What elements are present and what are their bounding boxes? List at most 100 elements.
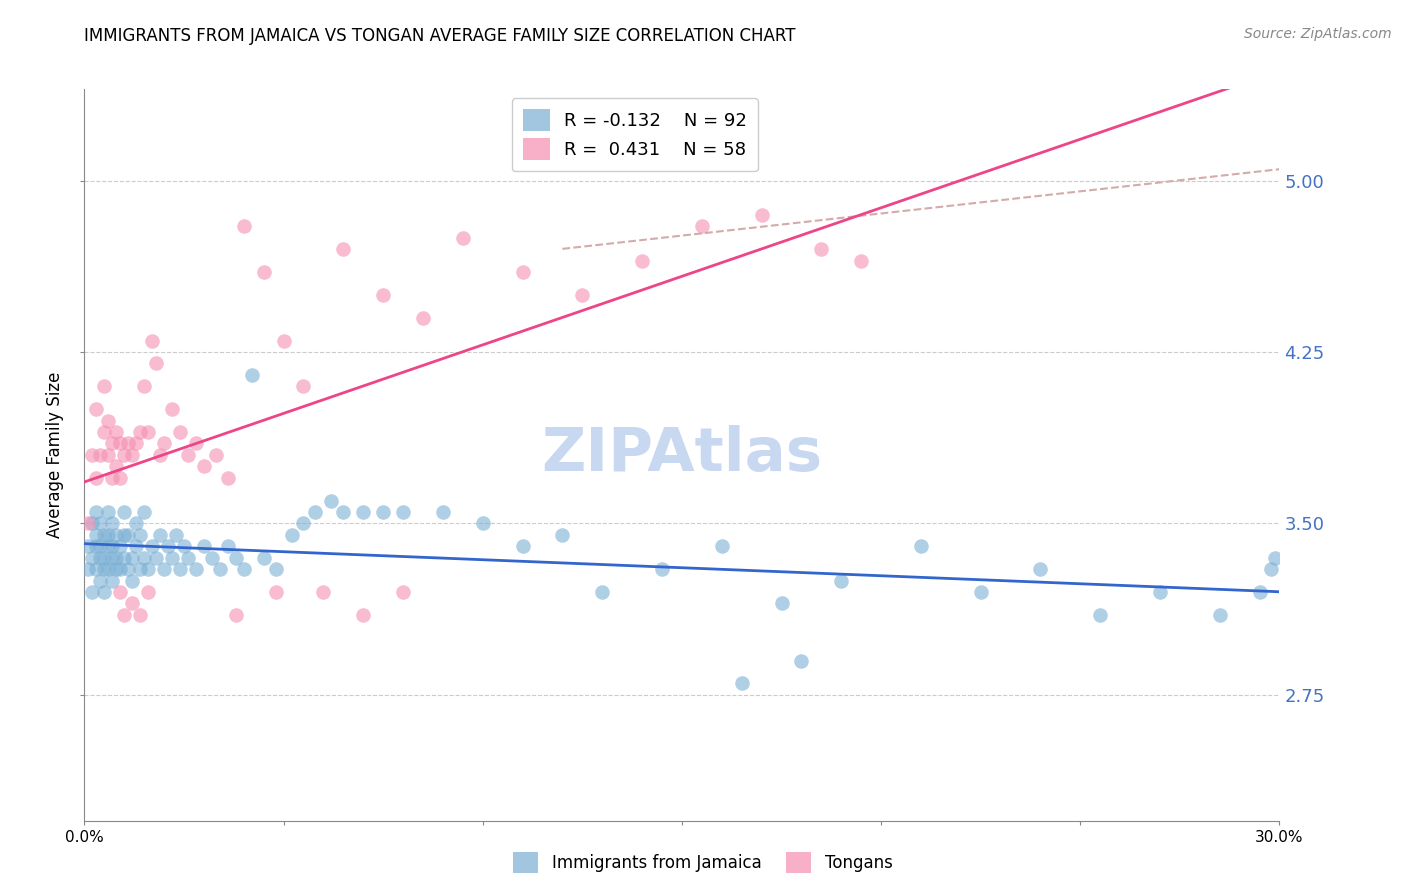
Point xyxy=(141,334,163,348)
Point xyxy=(136,425,159,439)
Point xyxy=(132,550,156,565)
Point xyxy=(117,528,139,542)
Point xyxy=(551,528,574,542)
Point xyxy=(97,562,120,576)
Point xyxy=(193,539,215,553)
Point xyxy=(112,550,135,565)
Point xyxy=(132,505,156,519)
Point xyxy=(89,550,111,565)
Point xyxy=(149,528,172,542)
Point xyxy=(232,562,254,576)
Point xyxy=(97,528,120,542)
Point xyxy=(1264,550,1286,565)
Point xyxy=(770,597,793,611)
Legend: Immigrants from Jamaica, Tongans: Immigrants from Jamaica, Tongans xyxy=(506,846,900,880)
Point xyxy=(93,550,115,565)
Point xyxy=(149,448,172,462)
Point xyxy=(136,562,159,576)
Point xyxy=(93,562,115,576)
Point xyxy=(160,402,183,417)
Point xyxy=(97,505,120,519)
Point xyxy=(165,528,187,542)
Point xyxy=(125,436,148,450)
Point xyxy=(217,471,239,485)
Point xyxy=(264,585,287,599)
Point xyxy=(121,574,143,588)
Point xyxy=(110,539,132,553)
Point xyxy=(86,471,108,485)
Point xyxy=(193,459,215,474)
Point xyxy=(129,425,152,439)
Point xyxy=(112,448,135,462)
Legend: R = -0.132    N = 92, R =  0.431    N = 58: R = -0.132 N = 92, R = 0.431 N = 58 xyxy=(512,98,758,171)
Point xyxy=(77,516,100,531)
Point xyxy=(312,585,335,599)
Point xyxy=(97,539,120,553)
Point xyxy=(97,414,120,428)
Point xyxy=(112,505,135,519)
Point xyxy=(512,265,534,279)
Point xyxy=(89,448,111,462)
Point xyxy=(591,585,613,599)
Point xyxy=(1149,585,1171,599)
Point xyxy=(371,505,394,519)
Point xyxy=(631,253,654,268)
Point xyxy=(121,597,143,611)
Point xyxy=(160,550,183,565)
Point xyxy=(710,539,733,553)
Point xyxy=(1249,585,1271,599)
Point xyxy=(208,562,231,576)
Point xyxy=(571,288,593,302)
Point xyxy=(110,562,132,576)
Point xyxy=(332,505,354,519)
Point xyxy=(89,516,111,531)
Point xyxy=(110,471,132,485)
Point xyxy=(93,528,115,542)
Point xyxy=(205,448,228,462)
Point xyxy=(145,356,167,371)
Point xyxy=(690,219,713,234)
Point xyxy=(101,574,124,588)
Point xyxy=(153,562,176,576)
Point xyxy=(86,562,108,576)
Point xyxy=(273,334,295,348)
Point xyxy=(101,539,124,553)
Point xyxy=(810,242,832,256)
Point xyxy=(86,402,108,417)
Point xyxy=(169,562,191,576)
Point xyxy=(117,436,139,450)
Point xyxy=(731,676,754,690)
Point xyxy=(117,562,139,576)
Point xyxy=(225,607,247,622)
Point xyxy=(177,448,200,462)
Point xyxy=(89,574,111,588)
Point xyxy=(651,562,673,576)
Point xyxy=(201,550,224,565)
Point xyxy=(412,310,434,325)
Point xyxy=(129,562,152,576)
Point xyxy=(82,448,104,462)
Point xyxy=(82,516,104,531)
Point xyxy=(849,253,872,268)
Text: IMMIGRANTS FROM JAMAICA VS TONGAN AVERAGE FAMILY SIZE CORRELATION CHART: IMMIGRANTS FROM JAMAICA VS TONGAN AVERAG… xyxy=(84,27,796,45)
Point xyxy=(253,265,276,279)
Point xyxy=(105,550,128,565)
Point xyxy=(970,585,993,599)
Point xyxy=(471,516,494,531)
Point xyxy=(512,539,534,553)
Point xyxy=(280,528,302,542)
Point xyxy=(352,505,374,519)
Point xyxy=(240,368,263,382)
Point xyxy=(77,539,100,553)
Point xyxy=(82,585,104,599)
Point xyxy=(121,550,143,565)
Point xyxy=(1029,562,1052,576)
Point xyxy=(129,607,152,622)
Point xyxy=(392,585,415,599)
Point xyxy=(157,539,180,553)
Point xyxy=(125,516,148,531)
Point xyxy=(132,379,156,393)
Point xyxy=(105,425,128,439)
Point xyxy=(105,562,128,576)
Point xyxy=(97,448,120,462)
